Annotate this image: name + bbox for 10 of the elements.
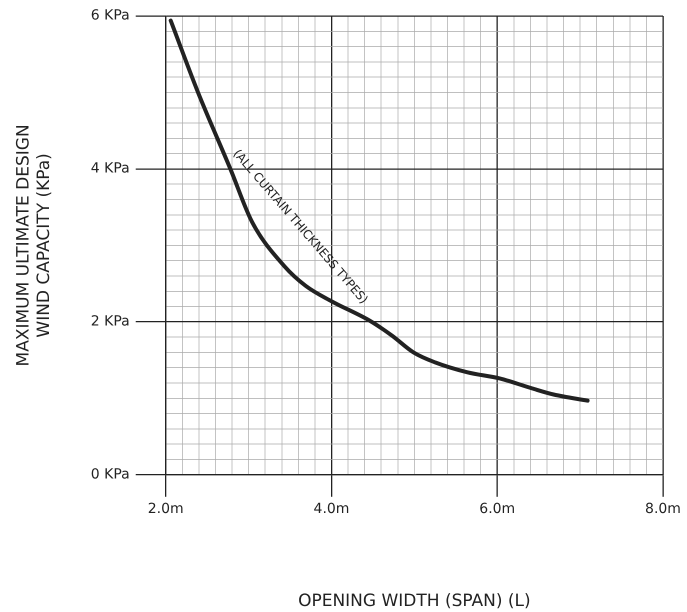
x-tick-label: 4.0m — [314, 500, 350, 517]
x-tick-label: 2.0m — [148, 500, 184, 517]
x-tick-label: 6.0m — [479, 500, 516, 517]
y-tick-label: 6 KPa — [90, 8, 130, 24]
y-tick-label: 0 KPa — [90, 466, 130, 482]
x-axis-title: OPENING WIDTH (SPAN) (L) — [298, 591, 531, 612]
y-axis-title: MAXIMUM ULTIMATE DESIGN WIND CAPACITY (KPa) — [14, 124, 54, 366]
x-tick-label: 8.0m — [645, 500, 681, 517]
y-tick-label: 2 KPa — [90, 314, 130, 330]
y-tick-label: 4 KPa — [90, 160, 130, 177]
